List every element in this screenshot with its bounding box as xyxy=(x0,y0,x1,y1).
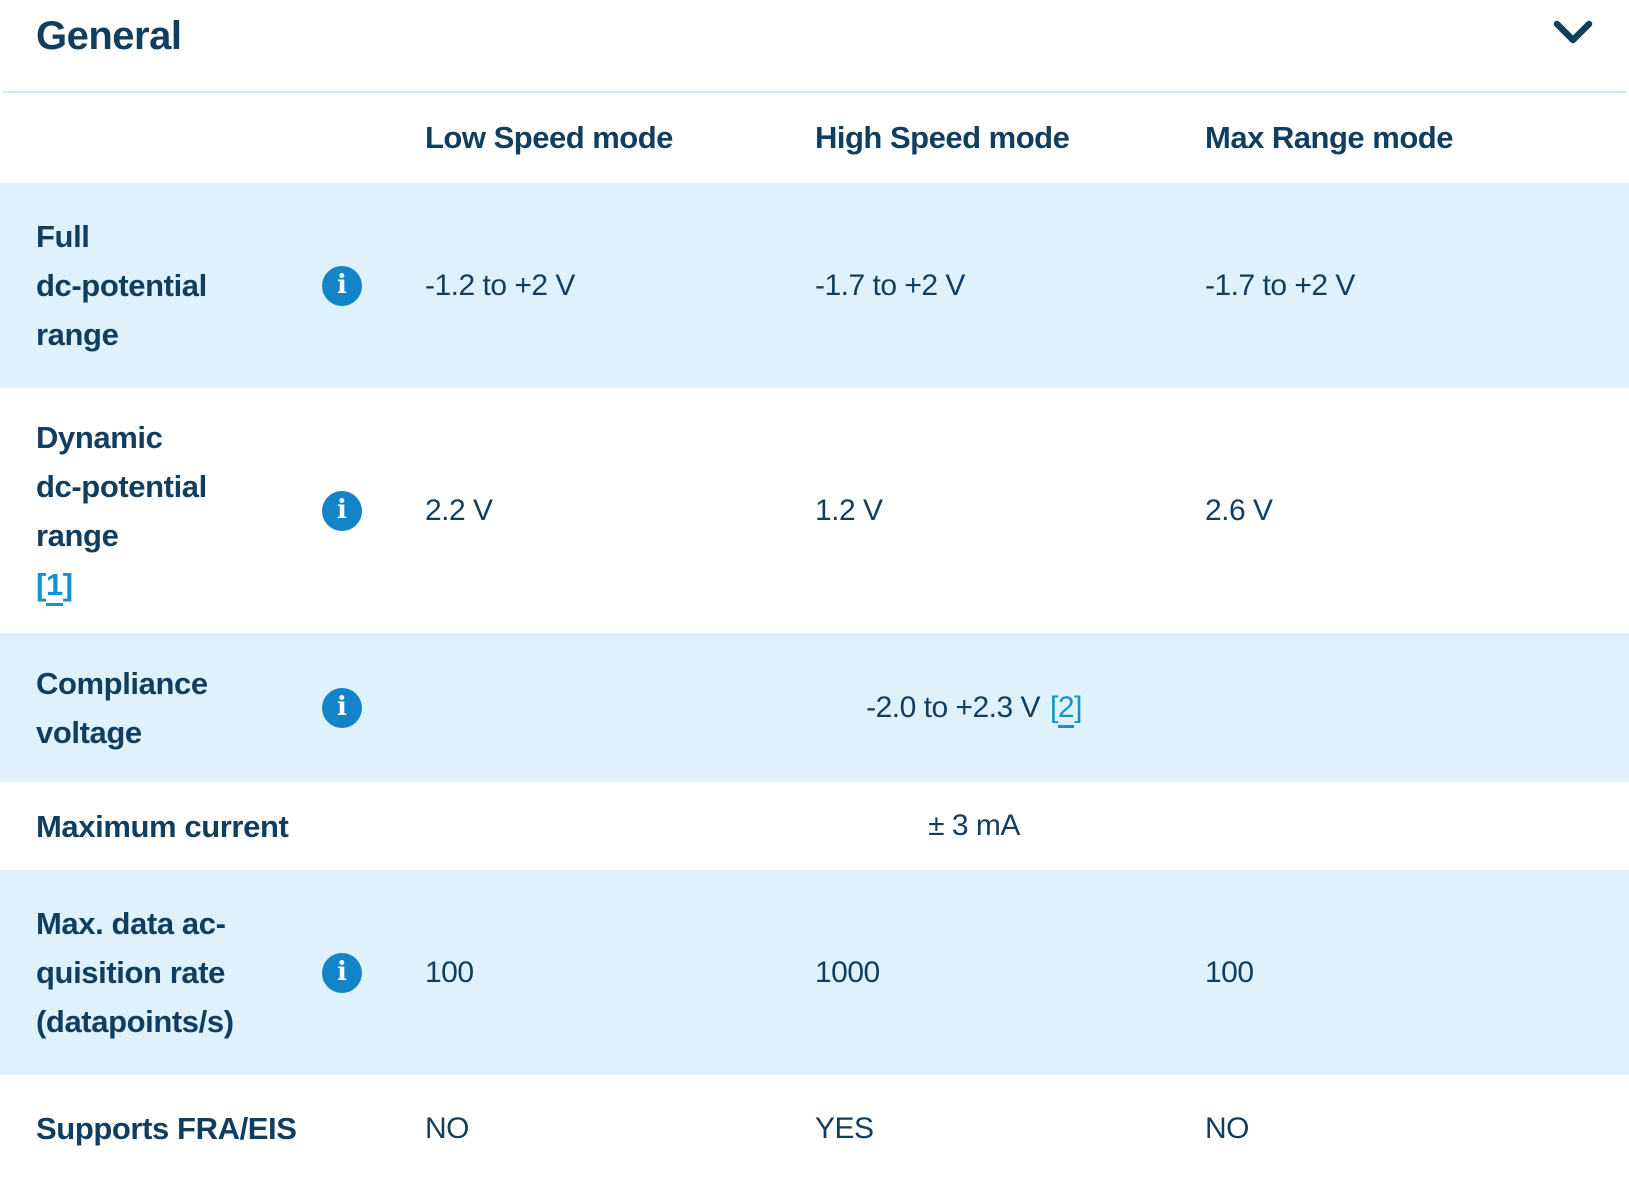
label-line: Compliance xyxy=(36,665,208,701)
value-low-speed: NO xyxy=(425,1111,470,1145)
merged-value-cell: ± 3 mA xyxy=(389,809,1559,843)
row-label-cell: Supports FRA/EIS xyxy=(0,1075,389,1182)
section-header: General xyxy=(0,0,1629,91)
row-label: Full dc-potential range xyxy=(36,212,207,359)
label-line: Max. data ac- xyxy=(36,906,226,941)
section-divider xyxy=(3,91,1626,93)
row-label-cell: Full dc-potential range i xyxy=(0,183,389,388)
value-max-range: 2.6 V xyxy=(1205,493,1273,527)
label-line: Dynamic xyxy=(36,419,163,455)
footnote-link-1[interactable]: [1] xyxy=(36,560,207,609)
footnote-number: 1 xyxy=(45,566,63,606)
table-row-max-data-acquisition-rate: Max. data ac- quisition rate (datapoints… xyxy=(0,870,1629,1075)
table-header-row: Low Speed mode High Speed mode Max Range… xyxy=(0,93,1629,183)
chevron-down-icon xyxy=(1553,20,1593,44)
value-low-speed: 100 xyxy=(425,955,474,989)
footnote-bracket: ] xyxy=(62,566,73,602)
info-icon[interactable]: i xyxy=(322,952,362,993)
row-label: Maximum current xyxy=(36,802,289,851)
label-line: Supports FRA/EIS xyxy=(36,1111,297,1146)
table-row-dynamic-dc-potential-range: Dynamic dc-potential range [1] i 2.2 V 1… xyxy=(0,388,1629,633)
label-line: voltage xyxy=(36,714,142,750)
label-line: Maximum current xyxy=(36,808,289,844)
value-high-speed: YES xyxy=(815,1111,874,1145)
label-line: range xyxy=(36,317,119,352)
collapse-section-button[interactable] xyxy=(1551,16,1595,50)
label-line: (datapoints/s) xyxy=(36,1004,234,1039)
section-title: General xyxy=(36,14,182,58)
info-icon-glyph: i xyxy=(337,269,347,300)
info-icon[interactable]: i xyxy=(322,490,362,531)
row-label-cell: Compliance voltage i xyxy=(0,633,389,782)
footnote-bracket: [ xyxy=(1050,690,1058,724)
value-low-speed: 2.2 V xyxy=(425,493,493,527)
info-icon-glyph: i xyxy=(337,956,347,987)
value-max-range: -1.7 to +2 V xyxy=(1205,268,1355,302)
compliance-voltage-value: -2.0 to +2.3 V xyxy=(866,690,1041,724)
merged-value-cell: -2.0 to +2.3 V [2] xyxy=(389,690,1559,728)
value-low-speed: -1.2 to +2 V xyxy=(425,268,575,302)
footnote-link-2[interactable]: [2] xyxy=(1050,690,1082,728)
value-high-speed: -1.7 to +2 V xyxy=(815,268,965,302)
value-high-speed: 1000 xyxy=(815,955,880,989)
maximum-current-value: ± 3 mA xyxy=(928,809,1020,842)
value-high-speed: 1.2 V xyxy=(815,493,883,527)
label-line: dc-potential xyxy=(36,468,207,504)
row-label: Dynamic dc-potential range [1] xyxy=(36,413,207,609)
table-row-supports-fra-eis: Supports FRA/EIS NO YES NO xyxy=(0,1075,1629,1182)
label-line: quisition rate xyxy=(36,955,226,990)
row-label: Supports FRA/EIS xyxy=(36,1104,297,1153)
label-line: range xyxy=(36,517,119,553)
info-icon[interactable]: i xyxy=(322,265,362,306)
row-label: Compliance voltage xyxy=(36,659,208,757)
info-icon-glyph: i xyxy=(337,494,347,525)
footnote-bracket: ] xyxy=(1074,690,1082,724)
row-label-cell: Max. data ac- quisition rate (datapoints… xyxy=(0,870,389,1075)
info-icon-glyph: i xyxy=(337,691,347,722)
column-header-high-speed: High Speed mode xyxy=(815,120,1070,155)
row-label-cell: Dynamic dc-potential range [1] i xyxy=(0,388,389,633)
table-row-maximum-current: Maximum current ± 3 mA xyxy=(0,782,1629,870)
table-row-full-dc-potential-range: Full dc-potential range i -1.2 to +2 V -… xyxy=(0,183,1629,388)
table-row-compliance-voltage: Compliance voltage i -2.0 to +2.3 V [2] xyxy=(0,633,1629,782)
row-label-cell: Maximum current xyxy=(0,782,389,870)
label-line: dc-potential xyxy=(36,268,207,303)
row-label: Max. data ac- quisition rate (datapoints… xyxy=(36,899,234,1046)
column-header-max-range: Max Range mode xyxy=(1205,120,1453,155)
column-header-low-speed: Low Speed mode xyxy=(425,120,673,155)
footnote-bracket: [ xyxy=(36,566,46,602)
label-line: Full xyxy=(36,219,90,254)
footnote-number: 2 xyxy=(1057,690,1075,728)
value-max-range: 100 xyxy=(1205,955,1254,989)
value-max-range: NO xyxy=(1205,1111,1250,1145)
info-icon[interactable]: i xyxy=(322,687,362,728)
